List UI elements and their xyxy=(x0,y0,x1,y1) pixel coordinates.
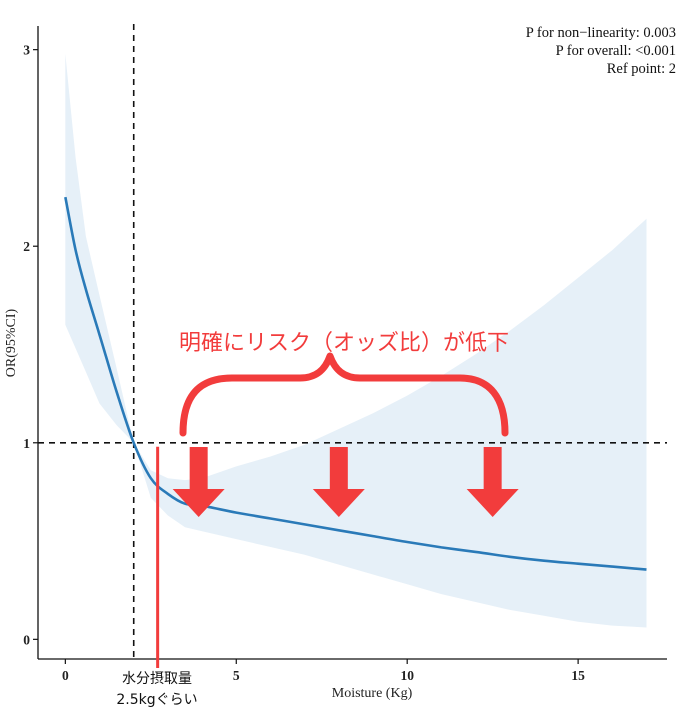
marker-label-line2: 2.5kgぐらい xyxy=(116,692,197,708)
x-axis-label: Moisture (Kg) xyxy=(332,686,413,701)
or-curve-line xyxy=(64,196,647,571)
down-arrow xyxy=(312,447,365,517)
down-arrow xyxy=(172,447,225,517)
marker-label-line1: 水分摂取量 xyxy=(122,671,192,687)
x-tick-label: 10 xyxy=(400,668,414,683)
axes: 0 5 10 15 0 1 2 3 xyxy=(23,26,667,683)
annotations xyxy=(156,352,519,668)
x-tick-label: 5 xyxy=(233,668,240,683)
down-arrow xyxy=(466,447,519,517)
y-tick-label: 3 xyxy=(23,43,30,58)
stat-overall: P for overall: <0.001 xyxy=(556,43,676,59)
x-tick-label: 15 xyxy=(571,668,585,683)
reference-lines xyxy=(38,24,667,659)
y-tick-label: 1 xyxy=(23,436,30,451)
series-line-layer xyxy=(64,196,647,571)
y-tick-label: 2 xyxy=(23,239,30,254)
stat-nonlinearity: P for non−linearity: 0.003 xyxy=(526,25,676,41)
brace-label: 明確にリスク（オッズ比）が低下 xyxy=(179,331,509,356)
y-axis-label: OR(95%CI) xyxy=(4,308,19,377)
y-tick-label: 0 xyxy=(23,632,30,647)
x-tick-label: 0 xyxy=(62,668,69,683)
stat-ref-point: Ref point: 2 xyxy=(607,61,676,77)
range-brace xyxy=(179,352,509,437)
